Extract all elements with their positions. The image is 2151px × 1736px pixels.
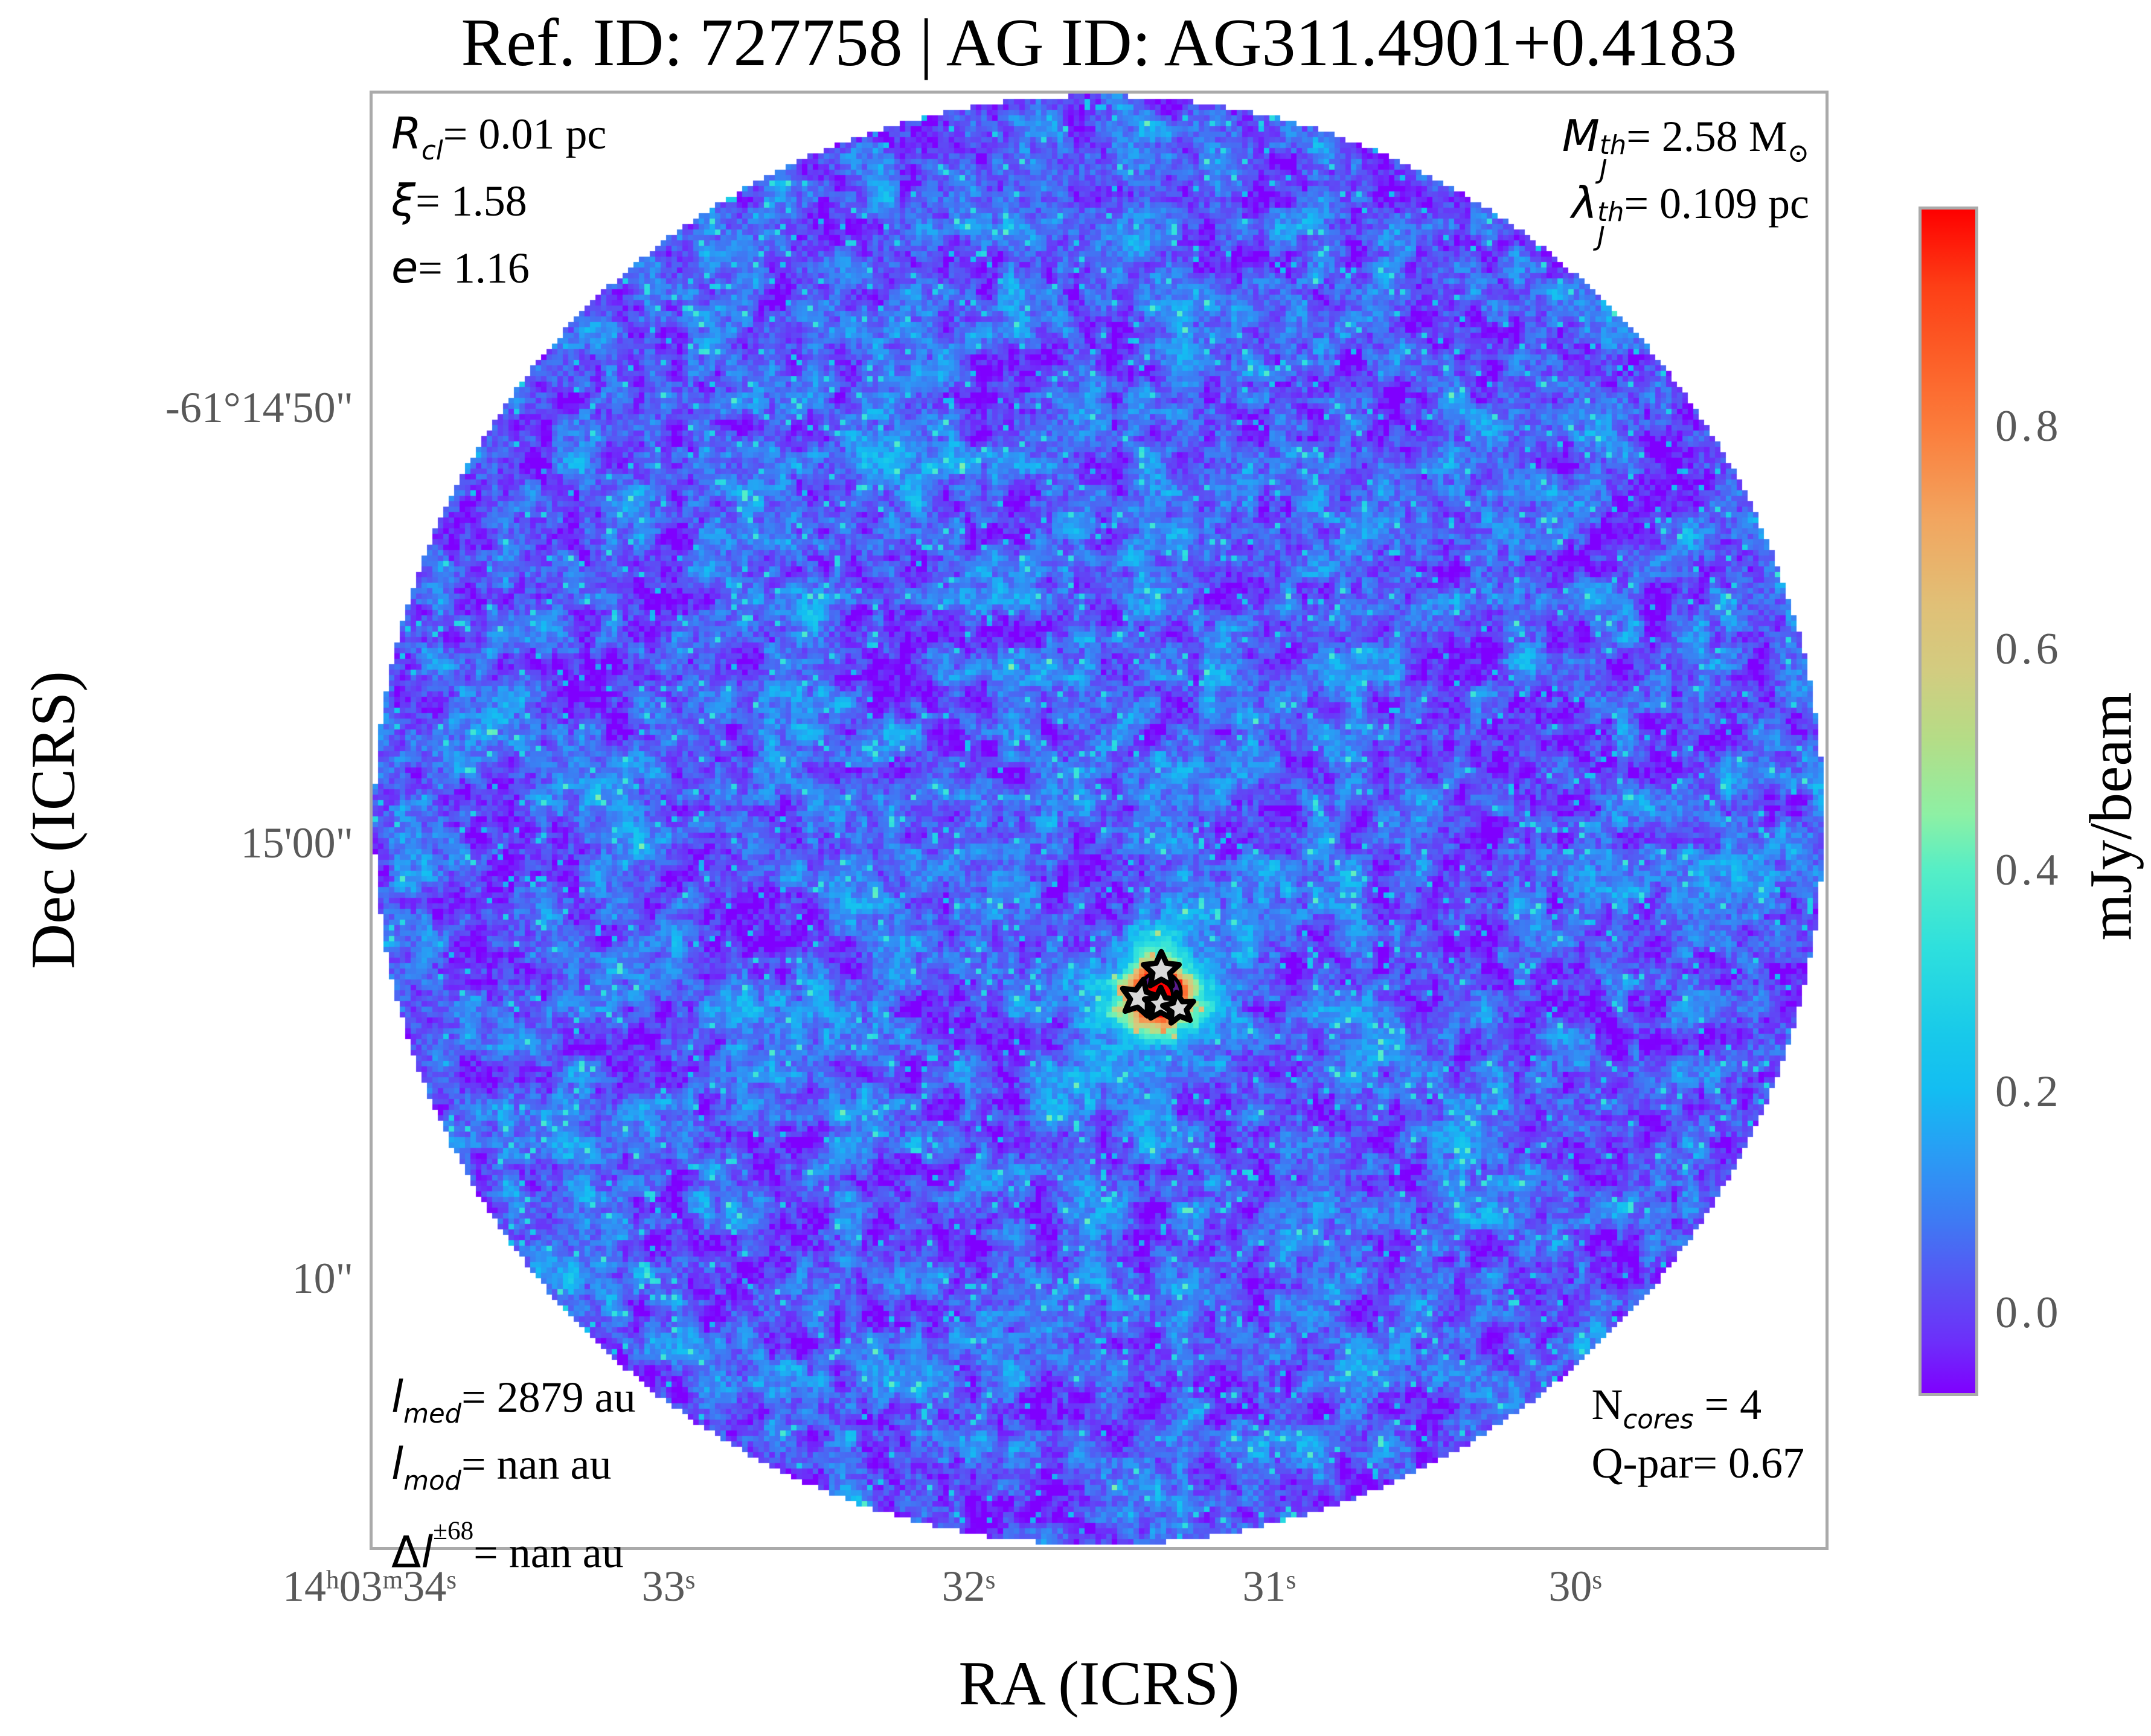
annotation-jeans-length: λ th J = 0.109 pc [1571,178,1809,252]
dec-tick-label: 10" [292,1254,353,1302]
ra-tick-label: 31s [1242,1562,1297,1610]
colorbar-tick-label: 0.8 [1995,402,2062,452]
annotation-top-left: Rcl= 0.01 pc ξ= 1.58 e= 1.16 [391,100,606,301]
plot-area [370,91,1829,1550]
colorbar-tick-label: 0.2 [1995,1066,2062,1116]
ra-tick-label: 14h03m34s [283,1562,457,1610]
figure-title: Ref. ID: 727758 | AG ID: AG311.4901+0.41… [461,5,1737,80]
x-axis-label: RA (ICRS) [958,1648,1240,1718]
intensity-map-canvas [373,94,1826,1547]
dec-tick-label: 15'00" [240,818,353,867]
annotation-bottom-right: Ncores = 4 Q-par= 0.67 [1591,1376,1804,1493]
annotation-xi: ξ= 1.58 [391,175,527,226]
dec-tick-label: -61°14'50" [165,383,353,432]
annotation-e: e= 1.16 [391,242,530,293]
core-star-marker [1160,990,1196,1026]
annotation-lmod: lmod= nan au [391,1438,612,1496]
annotation-qpar: Q-par= 0.67 [1591,1439,1804,1487]
annotation-lmed: lmed= 2879 au [391,1371,636,1429]
colorbar-label: mJy/beam [2077,692,2144,941]
annotation-ncores: Ncores = 4 [1591,1380,1762,1435]
colorbar-tick-label: 0.6 [1995,624,2062,674]
colorbar [1919,207,1978,1396]
y-axis-label: Dec (ICRS) [18,671,88,969]
ra-tick-label: 30s [1548,1562,1603,1610]
colorbar-tick-label: 0.4 [1995,845,2062,895]
annotation-bottom-left: lmed= 2879 au lmod= nan au Δl±68= nan au [391,1363,636,1578]
annotation-deltal: Δl±68= nan au [391,1517,624,1578]
ra-tick-label: 33s [641,1562,696,1610]
ra-tick-label: 32s [941,1562,996,1610]
core-star-marker [1141,949,1182,988]
core-markers-overlay [1120,949,1196,1026]
annotation-rcl: Rcl= 0.01 pc [391,108,607,166]
colorbar-tick-label: 0.0 [1995,1288,2062,1338]
